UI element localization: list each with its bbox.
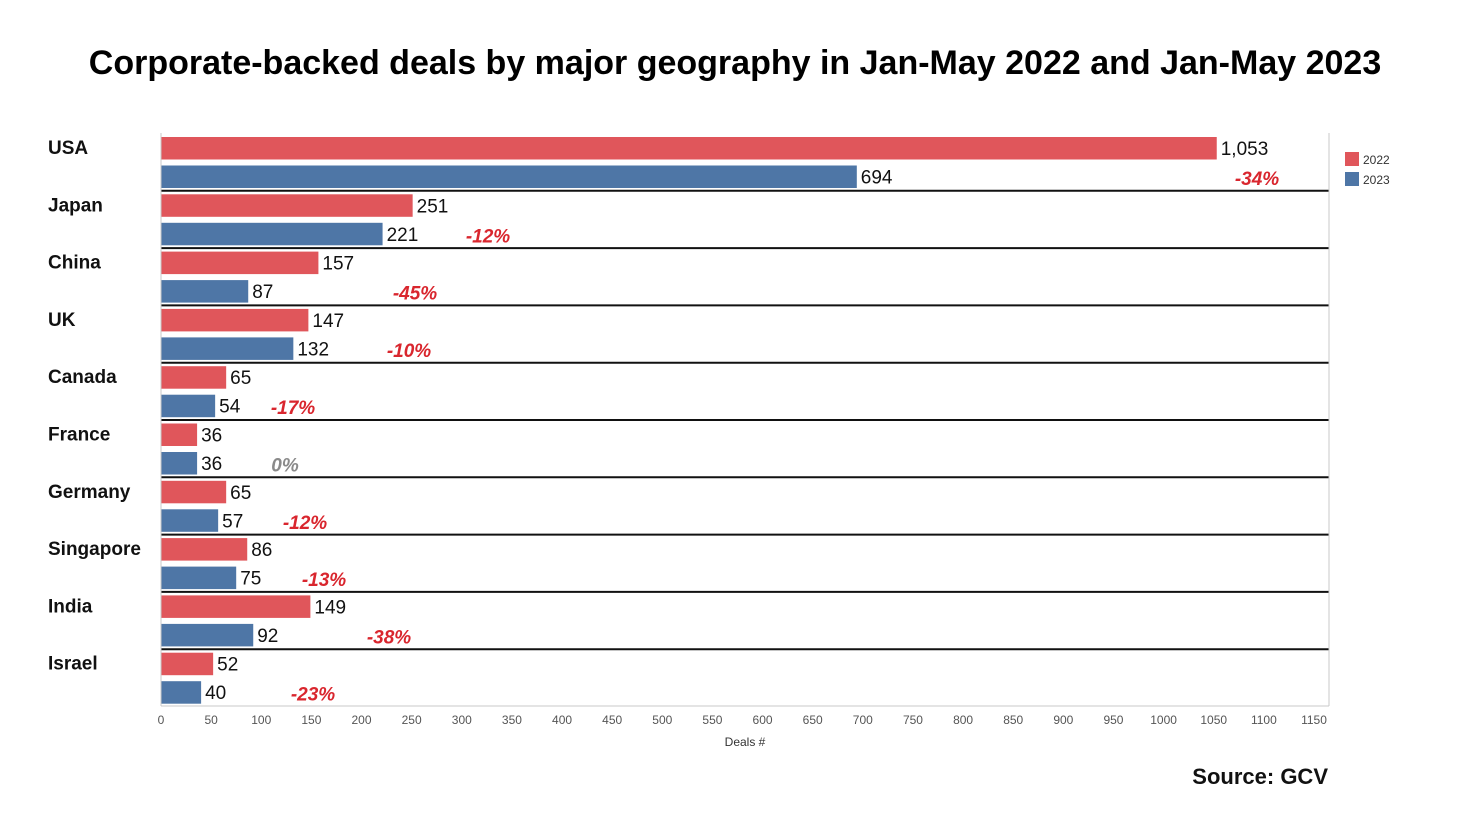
x-axis-label: Deals # bbox=[725, 735, 766, 749]
x-tick-label: 500 bbox=[652, 713, 672, 727]
x-tick-label: 900 bbox=[1053, 713, 1073, 727]
bar-2022 bbox=[161, 423, 198, 446]
data-label: 694 bbox=[861, 168, 893, 189]
data-label: 36 bbox=[201, 454, 222, 475]
data-label: 157 bbox=[322, 254, 354, 275]
data-label: 221 bbox=[387, 225, 419, 246]
category-label: Germany bbox=[48, 482, 131, 503]
bar-2023 bbox=[161, 566, 237, 590]
x-tick-label: 700 bbox=[853, 713, 873, 727]
bar-2023 bbox=[161, 452, 198, 475]
data-label: 54 bbox=[219, 397, 241, 418]
data-label: 52 bbox=[217, 655, 238, 676]
chart-title: Corporate-backed deals by major geograph… bbox=[89, 44, 1381, 82]
x-tick-label: 50 bbox=[204, 713, 218, 727]
x-tick-label: 1050 bbox=[1200, 713, 1227, 727]
change-label: -23% bbox=[291, 685, 335, 706]
x-tick-label: 600 bbox=[753, 713, 773, 727]
category-label: USA bbox=[48, 138, 88, 159]
bar-2023 bbox=[161, 280, 249, 303]
category-label: UK bbox=[48, 310, 76, 331]
data-label: 36 bbox=[201, 426, 222, 447]
category-label: Israel bbox=[48, 654, 98, 675]
category-label: India bbox=[48, 596, 93, 617]
bar-2023 bbox=[161, 165, 857, 188]
x-tick-label: 100 bbox=[251, 713, 271, 727]
bar-2022 bbox=[161, 652, 214, 676]
data-label: 251 bbox=[417, 196, 449, 217]
data-label: 87 bbox=[252, 282, 273, 303]
x-tick-label: 200 bbox=[352, 713, 372, 727]
category-label: Canada bbox=[48, 367, 117, 388]
bar-2023 bbox=[161, 394, 216, 418]
x-tick-label: 800 bbox=[953, 713, 973, 727]
category-label: Japan bbox=[48, 195, 103, 216]
x-tick-label: 550 bbox=[702, 713, 722, 727]
data-label: 86 bbox=[251, 540, 272, 561]
data-label: 65 bbox=[230, 483, 251, 504]
bar-2022 bbox=[161, 251, 319, 275]
legend: 2022 2023 bbox=[1345, 152, 1390, 187]
category-label: Singapore bbox=[48, 539, 141, 560]
bar-2022 bbox=[161, 480, 227, 504]
bar-2023 bbox=[161, 681, 202, 704]
x-tick-label: 850 bbox=[1003, 713, 1023, 727]
data-label: 1,053 bbox=[1221, 139, 1269, 160]
x-tick-label: 250 bbox=[402, 713, 422, 727]
x-tick-label: 750 bbox=[903, 713, 923, 727]
bar-2022 bbox=[161, 137, 1217, 160]
x-tick-label: 950 bbox=[1103, 713, 1123, 727]
source-label: Source: GCV bbox=[1192, 764, 1328, 789]
bar-2023 bbox=[161, 222, 383, 246]
bar-2023 bbox=[161, 509, 219, 532]
data-label: 75 bbox=[240, 569, 261, 590]
category-label: China bbox=[48, 253, 101, 274]
bar-2022 bbox=[161, 366, 227, 389]
data-label: 132 bbox=[297, 339, 329, 360]
bar-2022 bbox=[161, 595, 311, 618]
change-label: 0% bbox=[271, 456, 299, 477]
legend-swatch-2023 bbox=[1345, 172, 1359, 186]
change-label: -12% bbox=[283, 513, 327, 534]
data-label: 147 bbox=[312, 311, 344, 332]
x-tick-label: 650 bbox=[803, 713, 823, 727]
x-tick-label: 400 bbox=[552, 713, 572, 727]
data-label: 65 bbox=[230, 368, 251, 389]
x-tick-label: 450 bbox=[602, 713, 622, 727]
x-tick-label: 300 bbox=[452, 713, 472, 727]
bar-2022 bbox=[161, 194, 413, 217]
data-label: 92 bbox=[257, 626, 278, 647]
x-tick-label: 350 bbox=[502, 713, 522, 727]
data-label: 149 bbox=[314, 597, 346, 618]
change-label: -17% bbox=[271, 398, 315, 419]
bars-layer: USA 1,053 694 -34% Japan 251 221 -12% China 157 87… bbox=[48, 137, 1329, 706]
bar-2022 bbox=[161, 308, 309, 332]
x-tick-label: 1100 bbox=[1251, 713, 1277, 727]
x-tick-label: 1000 bbox=[1150, 713, 1177, 727]
bar-2023 bbox=[161, 623, 254, 647]
change-label: -10% bbox=[387, 341, 431, 362]
x-tick-label: 1150 bbox=[1301, 713, 1327, 727]
legend-label: 2023 bbox=[1363, 173, 1390, 187]
category-label: France bbox=[48, 425, 110, 446]
change-label: -12% bbox=[466, 226, 510, 247]
bar-2023 bbox=[161, 337, 294, 360]
change-label: -13% bbox=[302, 570, 346, 591]
x-axis: 0 50 100 150 200 250 300 350 400 450 500 550 600 650 7… bbox=[158, 133, 1330, 727]
change-label: -38% bbox=[367, 627, 411, 648]
bar-2022 bbox=[161, 538, 248, 561]
change-label: -34% bbox=[1235, 169, 1279, 190]
x-tick-label: 0 bbox=[158, 713, 165, 727]
change-label: -45% bbox=[393, 284, 437, 305]
data-label: 57 bbox=[222, 511, 243, 532]
legend-swatch-2022 bbox=[1345, 152, 1359, 166]
legend-label: 2022 bbox=[1363, 153, 1390, 167]
x-tick-label: 150 bbox=[301, 713, 321, 727]
data-label: 40 bbox=[205, 683, 226, 704]
